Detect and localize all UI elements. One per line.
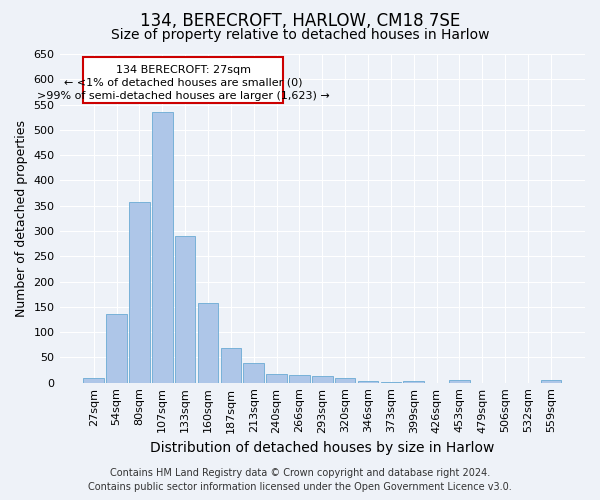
Text: Size of property relative to detached houses in Harlow: Size of property relative to detached ho… <box>111 28 489 42</box>
Bar <box>403 380 424 382</box>
Bar <box>312 376 332 382</box>
Bar <box>198 304 218 382</box>
Bar <box>106 314 127 382</box>
Bar <box>221 348 241 382</box>
Bar <box>175 236 196 382</box>
Text: ← <1% of detached houses are smaller (0): ← <1% of detached houses are smaller (0) <box>64 78 302 88</box>
X-axis label: Distribution of detached houses by size in Harlow: Distribution of detached houses by size … <box>150 441 494 455</box>
Bar <box>449 380 470 382</box>
Text: >99% of semi-detached houses are larger (1,623) →: >99% of semi-detached houses are larger … <box>37 90 329 101</box>
Bar <box>358 380 378 382</box>
Bar <box>541 380 561 382</box>
Bar <box>244 364 264 382</box>
Bar <box>83 56 283 103</box>
Text: 134, BERECROFT, HARLOW, CM18 7SE: 134, BERECROFT, HARLOW, CM18 7SE <box>140 12 460 30</box>
Text: Contains HM Land Registry data © Crown copyright and database right 2024.
Contai: Contains HM Land Registry data © Crown c… <box>88 468 512 492</box>
Bar <box>335 378 355 382</box>
Bar <box>152 112 173 382</box>
Text: 134 BERECROFT: 27sqm: 134 BERECROFT: 27sqm <box>116 64 251 74</box>
Bar <box>289 375 310 382</box>
Y-axis label: Number of detached properties: Number of detached properties <box>15 120 28 317</box>
Bar <box>83 378 104 382</box>
Bar <box>129 202 150 382</box>
Bar <box>266 374 287 382</box>
